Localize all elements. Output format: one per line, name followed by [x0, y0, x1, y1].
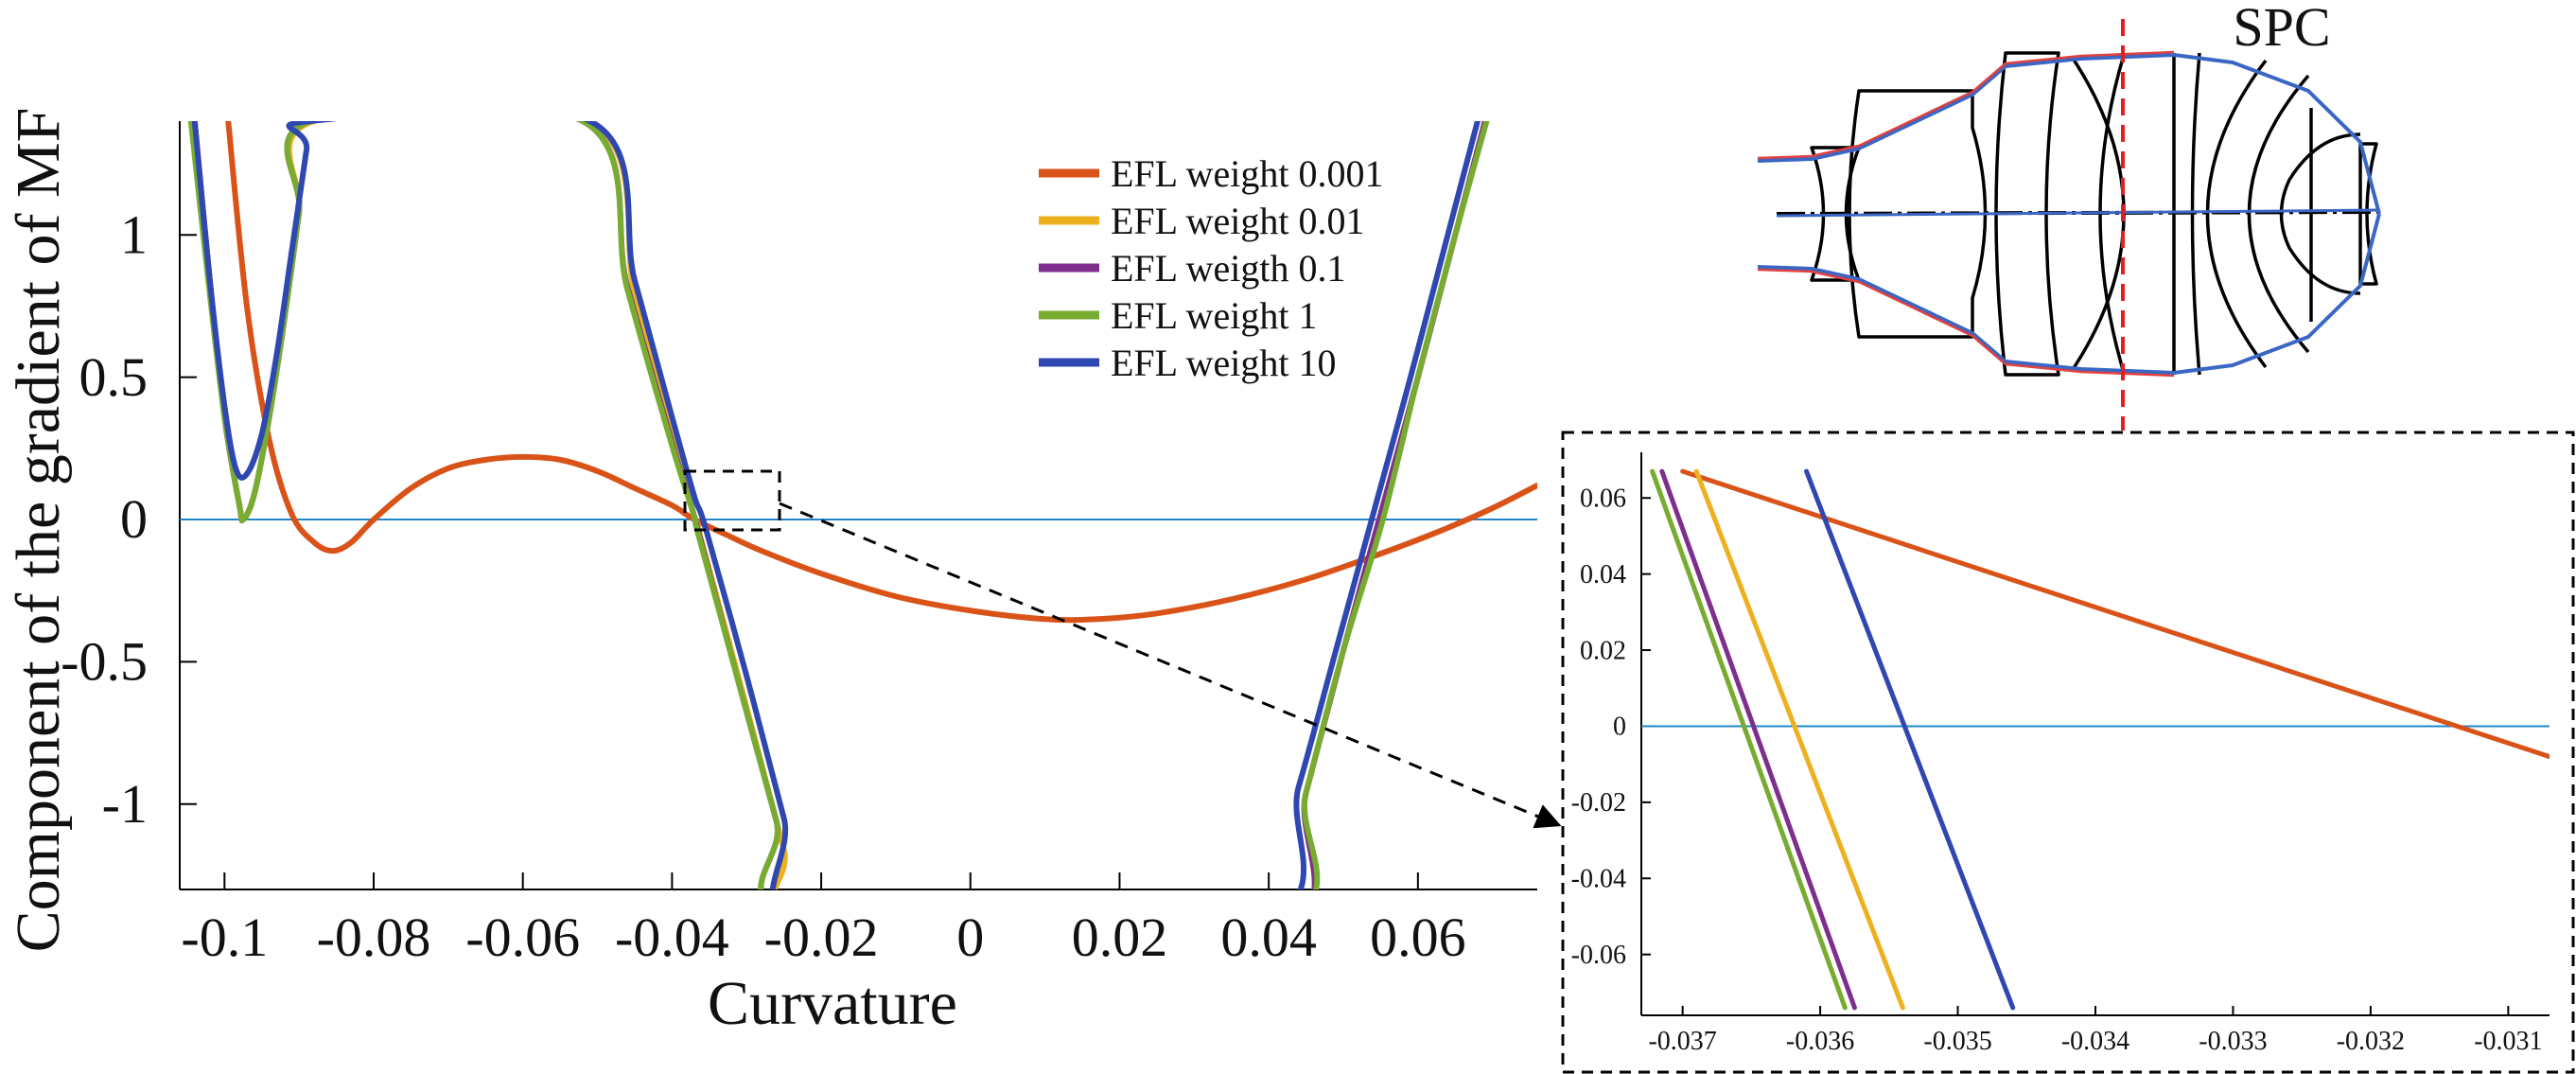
legend-entry-0: EFL weight 0.001	[1111, 152, 1384, 195]
main-x-tick-label: 0.02	[1072, 907, 1168, 968]
main-x-tick-label: -0.1	[181, 907, 268, 968]
lens-element-7	[2190, 52, 2201, 376]
main-series-line-3	[187, 121, 1490, 889]
spc-label: SPC	[2233, 0, 2330, 58]
lens-element-3	[1994, 51, 2060, 377]
lens-element-12	[2358, 142, 2378, 286]
inset-x-tick-label: -0.032	[2337, 1027, 2405, 1056]
chief-ray	[1776, 208, 2380, 218]
marginal-ray-top	[1757, 50, 2175, 160]
inset-series-line-2	[1659, 468, 1857, 1011]
main-x-tick-label: -0.06	[465, 907, 580, 968]
inset-y-tick-label: 0.04	[1580, 560, 1626, 590]
legend: EFL weight 0.001 EFL weight 0.01 EFL weigt…	[1039, 152, 1384, 384]
lens-element-9	[2247, 74, 2310, 354]
inset-series-line-3	[1650, 468, 1848, 1011]
main-y-axis-label: Component of the gradient of MF	[4, 108, 73, 953]
main-x-axis-label: Curvature	[708, 969, 957, 1038]
inset-y-tick-label: -0.02	[1571, 788, 1626, 818]
main-y-tick-label: -1	[102, 773, 148, 835]
inset-series-line-4	[1804, 468, 2016, 1011]
inset-chart: -0.037 -0.036 -0.035 -0.034 -0.033 -0.032 -0.0…	[1561, 431, 2575, 1074]
inset-y-tick-label: -0.06	[1571, 941, 1626, 970]
inset-x-tick-label: -0.033	[2199, 1027, 2267, 1056]
main-y-tick-label: 0	[120, 488, 148, 550]
inset-y-tick-label: 0.06	[1580, 484, 1626, 513]
main-chart: -0.1 -0.08 -0.06 -0.04 -0.02 0 0.02 0.04 0.06 -1…	[4, 108, 1562, 1038]
main-x-tick-label: 0	[956, 907, 984, 968]
lens-element-10	[2279, 132, 2361, 295]
legend-entry-3: EFL weight 1	[1111, 294, 1318, 337]
main-y-tick-label: -0.5	[61, 631, 148, 693]
inset-x-tick-label: -0.036	[1786, 1027, 1854, 1056]
inset-x-tick-label: -0.037	[1648, 1027, 1716, 1056]
lens-element-2	[1848, 89, 1988, 339]
legend-entry-4: EFL weight 10	[1111, 342, 1337, 384]
inset-y-tick-label: 0	[1613, 713, 1626, 742]
lens-element-8	[2205, 59, 2268, 369]
inset-y-tick-label: 0.02	[1580, 636, 1626, 665]
main-x-tick-label: -0.08	[317, 907, 431, 968]
inset-y-tick-label: -0.04	[1571, 865, 1626, 894]
main-x-tick-label: -0.04	[615, 907, 729, 968]
legend-entry-2: EFL weigth 0.1	[1111, 247, 1346, 290]
inset-x-tick-label: -0.031	[2474, 1027, 2542, 1056]
inset-y-ticks: 0.06 0.04 0.02 0 -0.02 -0.04 -0.06	[1571, 484, 1651, 970]
zoom-arrow	[779, 502, 1562, 829]
inset-frame	[1561, 431, 2575, 1074]
main-x-tick-label: -0.02	[764, 907, 879, 968]
inset-x-ticks: -0.037 -0.036 -0.035 -0.034 -0.033 -0.032 -0.0…	[1648, 1006, 2543, 1056]
lens-diagram: SPC	[1757, 0, 2381, 431]
inset-series-line-1	[1693, 468, 1905, 1011]
lens-outline-top	[1757, 53, 2381, 215]
main-series	[187, 121, 1537, 889]
legend-entry-1: EFL weight 0.01	[1111, 200, 1365, 242]
main-y-tick-label: 1	[120, 203, 148, 265]
main-y-tick-label: 0.5	[79, 346, 149, 408]
main-series-line-4	[191, 121, 1481, 889]
main-series-line-0	[225, 121, 1537, 624]
zoom-region-box	[683, 469, 781, 532]
main-y-ticks: -1 -0.5 0 0.5 1	[61, 203, 197, 835]
marginal-ray-bottom	[1757, 268, 2175, 378]
main-x-tick-label: 0.06	[1370, 907, 1466, 968]
inset-x-tick-label: -0.035	[1923, 1027, 1991, 1056]
inset-series	[1650, 468, 2550, 1011]
inset-x-tick-label: -0.034	[2061, 1027, 2129, 1056]
main-x-tick-label: 0.04	[1220, 907, 1317, 968]
main-x-ticks: -0.1 -0.08 -0.06 -0.04 -0.02 0 0.02 0.04 0.06	[181, 872, 1466, 968]
lens-outline-bottom	[1757, 213, 2381, 375]
